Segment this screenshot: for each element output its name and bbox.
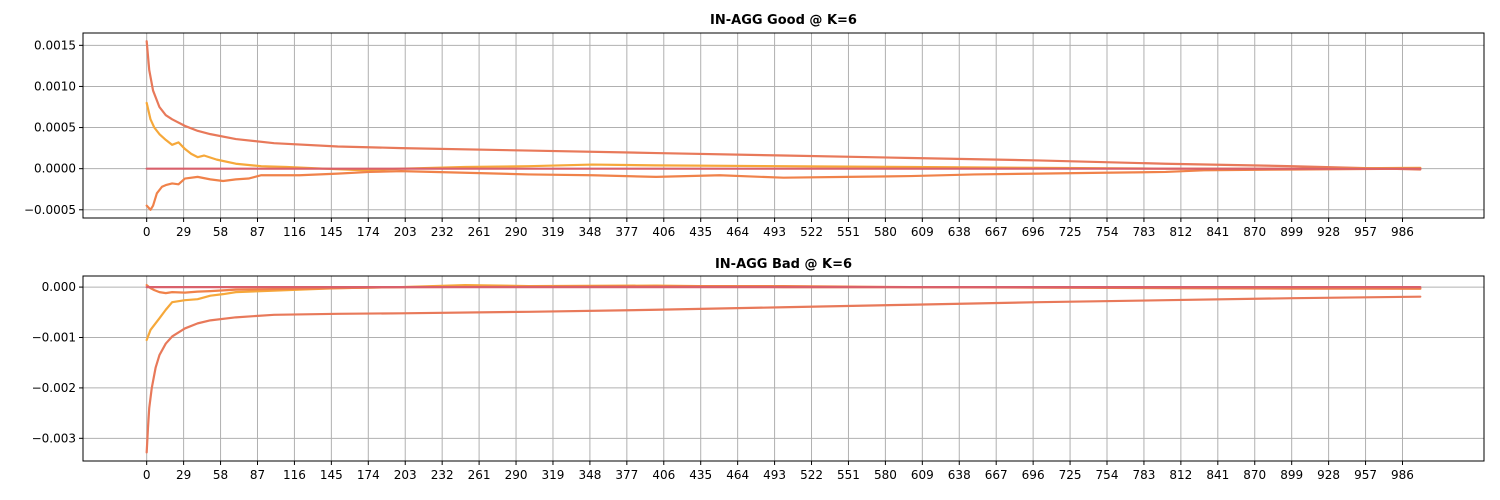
chart-panel-bad: 0 29 58 87 116 145 174 203 232 261 290 319 348 377 406… [32,257,1485,482]
x-tick-label: 58 [213,225,228,239]
x-tick-label: 319 [542,468,565,482]
x-tick-label: 551 [837,468,860,482]
y-tick-label: −0.002 [32,381,76,395]
x-tick-label: 319 [542,225,565,239]
x-tick-label: 754 [1096,468,1119,482]
x-tick-label: 870 [1243,468,1266,482]
x-tick-label: 58 [213,468,228,482]
axes-frame [82,275,1485,462]
x-tick-label: 464 [726,468,749,482]
x-tick-label: 986 [1391,225,1414,239]
chart-title: IN-AGG Good @ K=6 [710,13,857,28]
x-axis: 0 29 58 87 116 145 174 203 232 261 290 319 348 377 406… [143,461,1414,482]
series-line-2 [145,167,1422,211]
series-line-1 [145,283,1422,342]
x-tick-label: 232 [431,225,454,239]
y-tick-label: −0.001 [32,330,76,344]
x-tick-label: 812 [1169,468,1192,482]
x-tick-label: 841 [1206,225,1229,239]
x-tick-label: 493 [763,468,786,482]
x-tick-label: 435 [689,468,712,482]
x-tick-label: 464 [726,225,749,239]
x-tick-label: 261 [468,468,491,482]
x-tick-label: 725 [1059,225,1082,239]
series-line-1 [145,101,1422,172]
series-line-0 [145,40,1422,171]
x-tick-label: 493 [763,225,786,239]
x-tick-label: 986 [1391,468,1414,482]
y-axis: −0.0005 0.0000 0.0005 0.0010 0.0015 [24,38,83,217]
x-tick-label: 783 [1132,225,1155,239]
x-tick-label: 87 [250,225,265,239]
x-tick-label: 290 [505,225,528,239]
x-tick-label: 696 [1022,468,1045,482]
x-tick-label: 899 [1280,225,1303,239]
x-tick-label: 551 [837,225,860,239]
x-tick-label: 0 [143,225,151,239]
x-tick-label: 435 [689,225,712,239]
x-tick-label: 928 [1317,468,1340,482]
series-line-0 [145,295,1422,454]
x-tick-label: 116 [283,468,306,482]
x-tick-label: 957 [1354,225,1377,239]
x-tick-label: 899 [1280,468,1303,482]
y-tick-label: −0.0005 [24,203,76,217]
chart-title: IN-AGG Bad @ K=6 [715,257,852,272]
x-tick-label: 522 [800,225,823,239]
series-group [145,283,1422,454]
x-tick-label: 957 [1354,468,1377,482]
y-tick-label: 0.0005 [34,121,76,135]
x-tick-label: 174 [357,225,380,239]
x-tick-label: 522 [800,468,823,482]
y-tick-label: 0.0000 [34,162,76,176]
x-tick-label: 696 [1022,225,1045,239]
x-tick-label: 348 [578,468,601,482]
x-tick-label: 609 [911,468,934,482]
x-axis: 0 29 58 87 116 145 174 203 232 261 290 319 348 377 406… [143,218,1414,239]
y-tick-label: 0.0010 [34,79,76,93]
x-tick-label: 145 [320,225,343,239]
x-tick-label: 116 [283,225,306,239]
x-tick-label: 580 [874,225,897,239]
x-tick-label: 377 [615,468,638,482]
x-tick-label: 783 [1132,468,1155,482]
y-axis: −0.003 −0.002 −0.001 0.000 [32,280,83,445]
x-tick-label: 29 [176,468,191,482]
series-group [145,40,1422,211]
grid [83,33,1484,218]
axes-frame [82,32,1485,219]
x-tick-label: 754 [1096,225,1119,239]
x-tick-label: 174 [357,468,380,482]
y-tick-label: −0.003 [32,431,76,445]
x-tick-label: 638 [948,225,971,239]
x-tick-label: 725 [1059,468,1082,482]
x-tick-label: 928 [1317,225,1340,239]
x-tick-label: 232 [431,468,454,482]
x-tick-label: 203 [394,468,417,482]
x-tick-label: 580 [874,468,897,482]
x-tick-label: 145 [320,468,343,482]
x-tick-label: 0 [143,468,151,482]
chart-panel-good: 0 29 58 87 116 145 174 203 232 261 290 319 348 377 406… [24,13,1485,239]
x-tick-label: 841 [1206,468,1229,482]
y-tick-label: 0.0015 [34,38,76,52]
x-tick-label: 290 [505,468,528,482]
x-tick-label: 203 [394,225,417,239]
x-tick-label: 29 [176,225,191,239]
y-tick-label: 0.000 [42,280,76,294]
x-tick-label: 667 [985,225,1008,239]
x-tick-label: 667 [985,468,1008,482]
grid [83,276,1484,461]
x-tick-label: 638 [948,468,971,482]
x-tick-label: 348 [578,225,601,239]
x-tick-label: 870 [1243,225,1266,239]
x-tick-label: 377 [615,225,638,239]
x-tick-label: 406 [652,468,675,482]
x-tick-label: 261 [468,225,491,239]
x-tick-label: 406 [652,225,675,239]
x-tick-label: 87 [250,468,265,482]
x-tick-label: 812 [1169,225,1192,239]
x-tick-label: 609 [911,225,934,239]
